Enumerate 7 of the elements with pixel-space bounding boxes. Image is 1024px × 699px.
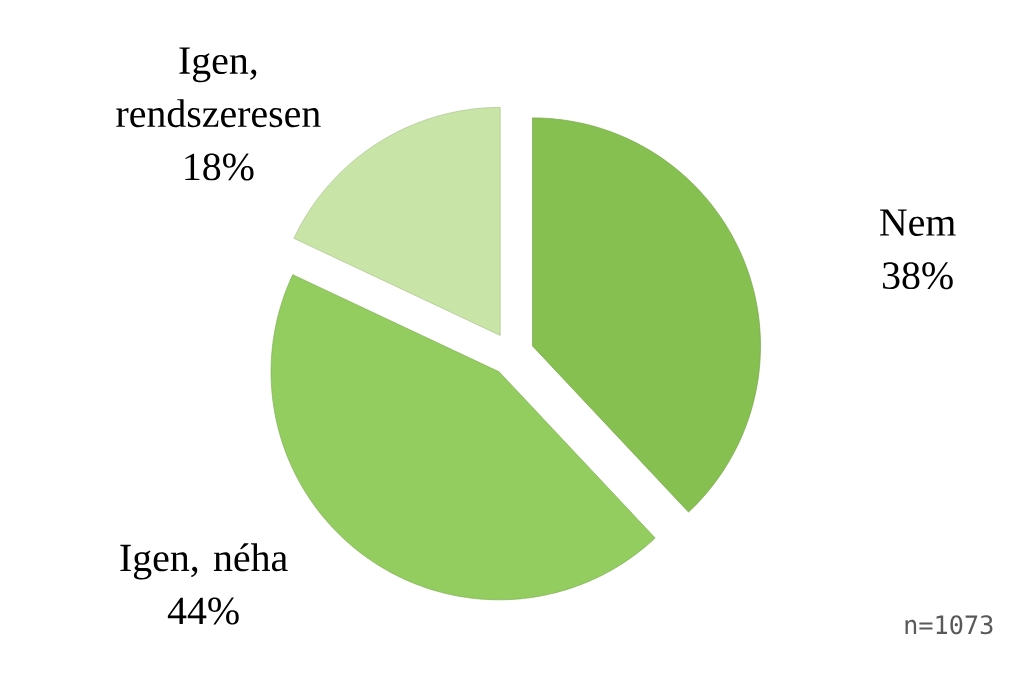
data-label: 38% (883, 262, 953, 290)
data-label: 44% (167, 597, 239, 625)
slice-label: Igen, rendszeresen (116, 47, 321, 128)
data-label: 18% (185, 153, 254, 181)
slice-label: Igen, néha (120, 543, 288, 580)
slice-label: Nem (880, 209, 956, 236)
text: n=1073 (905, 615, 993, 635)
